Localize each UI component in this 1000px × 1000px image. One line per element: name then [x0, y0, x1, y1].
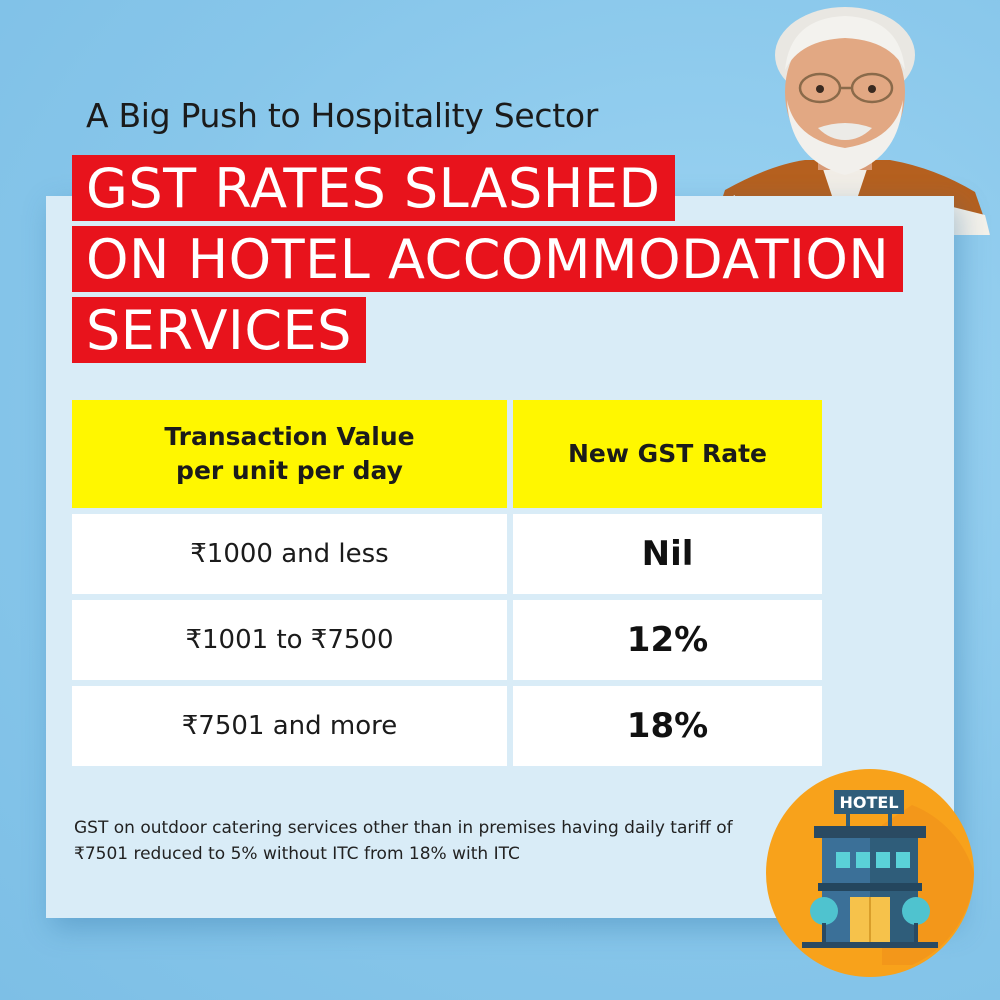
headline-line-1: GST RATES SLASHED	[72, 155, 675, 221]
gst-rate: 12%	[626, 620, 709, 660]
gst-rate-cell: Nil	[513, 514, 822, 594]
footnote: GST on outdoor catering services other t…	[74, 818, 733, 864]
gst-rate: Nil	[641, 534, 694, 574]
column-header-label: Transaction Value per unit per day	[164, 422, 415, 485]
transaction-value-cell: ₹1001 to ₹7500	[72, 600, 507, 680]
column-header-transaction-value: Transaction Value per unit per day	[72, 400, 507, 508]
table-row: ₹1000 and less Nil	[72, 514, 822, 594]
transaction-value: ₹7501 and more	[181, 711, 398, 741]
gst-rate-cell: 18%	[513, 686, 822, 766]
table-row: ₹1001 to ₹7500 12%	[72, 600, 822, 680]
transaction-value-cell: ₹7501 and more	[72, 686, 507, 766]
gst-rate-table: Transaction Value per unit per day New G…	[72, 400, 822, 772]
hotel-sign-text: HOTEL	[839, 793, 898, 812]
column-header-gst-rate: New GST Rate	[513, 400, 822, 508]
kicker-text: A Big Push to Hospitality Sector	[86, 96, 599, 135]
transaction-value-cell: ₹1000 and less	[72, 514, 507, 594]
column-header-label: New GST Rate	[568, 439, 767, 468]
headline-line-3: SERVICES	[72, 297, 366, 363]
gst-rate-cell: 12%	[513, 600, 822, 680]
table-row: ₹7501 and more 18%	[72, 686, 822, 766]
transaction-value: ₹1000 and less	[190, 539, 389, 569]
hotel-building-icon: HOTEL	[766, 769, 974, 977]
transaction-value: ₹1001 to ₹7500	[185, 625, 394, 655]
table-header-row: Transaction Value per unit per day New G…	[72, 400, 822, 508]
gst-rate: 18%	[626, 706, 709, 746]
headline-line-2: ON HOTEL ACCOMMODATION	[72, 226, 904, 292]
